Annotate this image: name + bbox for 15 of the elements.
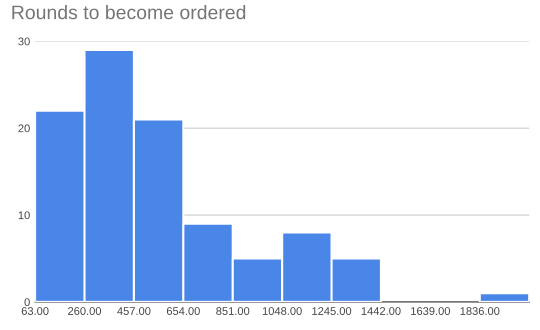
x-tick-label: 63.00 bbox=[22, 307, 49, 315]
x-tick-label: 1836.00 bbox=[460, 307, 500, 315]
y-tick-label: 0 bbox=[24, 298, 30, 306]
y-tick-label: 20 bbox=[18, 124, 30, 132]
chart-title: Rounds to become ordered bbox=[12, 4, 246, 20]
y-tick-label: 30 bbox=[18, 38, 30, 46]
x-tick-label: 457.00 bbox=[117, 307, 150, 315]
x-tick-label: 1442.00 bbox=[362, 307, 401, 315]
x-tick-label: 654.00 bbox=[166, 307, 200, 315]
x-tick-label: 1048.00 bbox=[262, 307, 302, 315]
y-tick-label: 10 bbox=[18, 211, 30, 220]
x-tick-label: 1245.00 bbox=[312, 307, 352, 315]
x-tick-label: 260.00 bbox=[68, 307, 102, 315]
x-tick-label: 851.00 bbox=[216, 307, 250, 315]
x-tick-label: 1639.00 bbox=[411, 307, 450, 315]
